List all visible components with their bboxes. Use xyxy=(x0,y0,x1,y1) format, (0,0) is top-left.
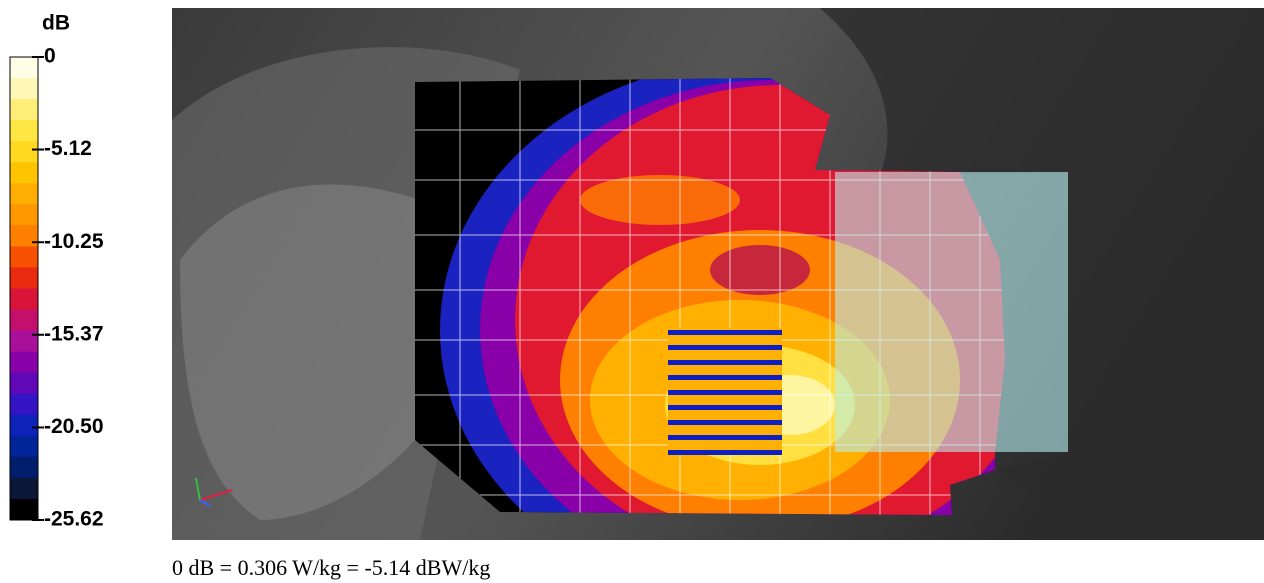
color-band xyxy=(10,351,38,374)
color-band xyxy=(10,309,38,332)
axis-icon xyxy=(195,477,233,507)
color-band xyxy=(10,120,38,142)
color-band xyxy=(10,204,38,226)
color-band xyxy=(10,162,38,184)
color-band xyxy=(10,99,38,121)
color-band xyxy=(10,456,38,479)
color-band xyxy=(10,498,38,521)
color-band xyxy=(10,246,38,268)
color-band xyxy=(10,435,38,458)
color-band xyxy=(10,225,38,247)
color-band xyxy=(10,330,38,353)
colorbar-frame xyxy=(9,56,39,521)
color-band xyxy=(10,78,38,100)
color-band xyxy=(10,414,38,437)
scene xyxy=(172,8,1264,541)
color-band xyxy=(10,57,38,79)
color-band xyxy=(10,393,38,416)
color-band xyxy=(10,267,38,289)
caption: 0 dB = 0.306 W/kg = -5.14 dBW/kg xyxy=(172,555,490,580)
tick-label: -20.50 xyxy=(44,415,104,438)
tick-label: -10.25 xyxy=(44,230,104,253)
colorbar-title: dB xyxy=(42,12,70,35)
color-band xyxy=(10,141,38,163)
tick-label: 0 xyxy=(44,45,56,68)
tick-label: -15.37 xyxy=(44,322,104,345)
color-band xyxy=(10,477,38,500)
color-band xyxy=(10,372,38,395)
tick-label: -25.62 xyxy=(44,508,104,531)
color-band xyxy=(10,288,38,311)
tick-label: -5.12 xyxy=(44,137,92,160)
zoom-scan xyxy=(668,328,782,455)
color-band xyxy=(10,183,38,205)
